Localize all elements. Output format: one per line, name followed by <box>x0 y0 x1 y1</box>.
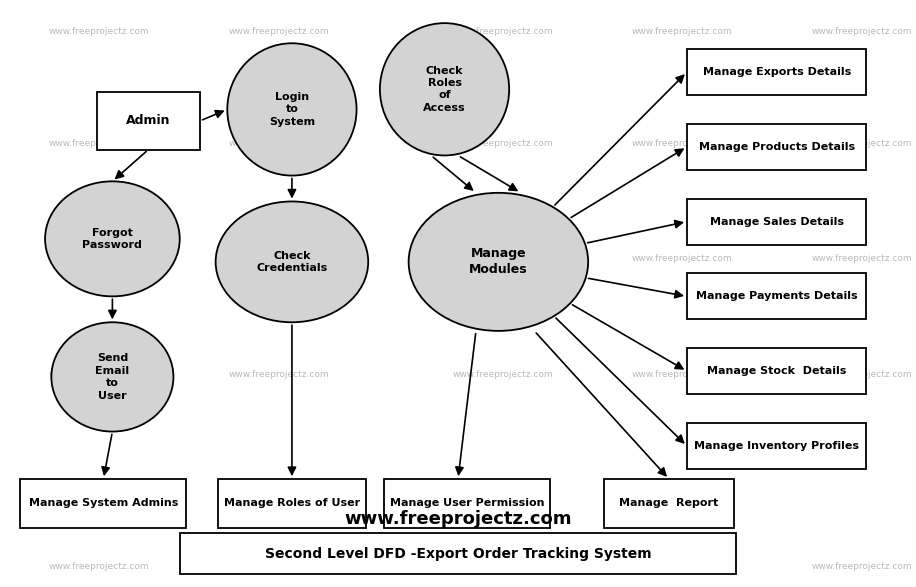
Text: Manage
Modules: Manage Modules <box>469 247 528 276</box>
Ellipse shape <box>227 43 356 176</box>
Text: Second Level DFD -Export Order Tracking System: Second Level DFD -Export Order Tracking … <box>265 546 651 561</box>
Text: www.freeprojectz.com: www.freeprojectz.com <box>49 255 149 264</box>
Text: www.freeprojectz.com: www.freeprojectz.com <box>49 562 149 571</box>
Text: www.freeprojectz.com: www.freeprojectz.com <box>344 510 572 528</box>
Text: www.freeprojectz.com: www.freeprojectz.com <box>49 27 149 36</box>
Ellipse shape <box>51 322 173 431</box>
Text: Forgot
Password: Forgot Password <box>82 228 142 250</box>
FancyBboxPatch shape <box>687 348 867 394</box>
FancyBboxPatch shape <box>687 49 867 95</box>
FancyBboxPatch shape <box>687 423 867 469</box>
Text: www.freeprojectz.com: www.freeprojectz.com <box>453 370 553 379</box>
Text: Admin: Admin <box>126 114 170 127</box>
Text: www.freeprojectz.com: www.freeprojectz.com <box>228 370 329 379</box>
Text: Manage Payments Details: Manage Payments Details <box>696 291 857 301</box>
Text: www.freeprojectz.com: www.freeprojectz.com <box>453 562 553 571</box>
FancyBboxPatch shape <box>218 479 366 528</box>
Text: www.freeprojectz.com: www.freeprojectz.com <box>632 27 733 36</box>
Text: Send
Email
to
User: Send Email to User <box>95 353 129 400</box>
FancyBboxPatch shape <box>20 479 187 528</box>
Text: www.freeprojectz.com: www.freeprojectz.com <box>49 370 149 379</box>
Text: Login
to
System: Login to System <box>269 92 315 127</box>
Text: www.freeprojectz.com: www.freeprojectz.com <box>632 255 733 264</box>
Ellipse shape <box>409 193 588 331</box>
FancyBboxPatch shape <box>604 479 734 528</box>
Text: Manage Products Details: Manage Products Details <box>699 142 855 152</box>
Text: www.freeprojectz.com: www.freeprojectz.com <box>453 27 553 36</box>
Text: www.freeprojectz.com: www.freeprojectz.com <box>812 562 912 571</box>
Text: Manage Inventory Profiles: Manage Inventory Profiles <box>694 441 859 451</box>
Text: www.freeprojectz.com: www.freeprojectz.com <box>453 140 553 149</box>
Text: www.freeprojectz.com: www.freeprojectz.com <box>228 140 329 149</box>
Text: www.freeprojectz.com: www.freeprojectz.com <box>228 562 329 571</box>
Text: Check
Roles
of
Access: Check Roles of Access <box>423 66 466 113</box>
FancyBboxPatch shape <box>97 92 200 150</box>
Text: www.freeprojectz.com: www.freeprojectz.com <box>632 562 733 571</box>
Text: Manage User Permission: Manage User Permission <box>389 498 544 508</box>
Text: www.freeprojectz.com: www.freeprojectz.com <box>228 255 329 264</box>
FancyBboxPatch shape <box>384 479 550 528</box>
Text: www.freeprojectz.com: www.freeprojectz.com <box>812 370 912 379</box>
Text: Manage Stock  Details: Manage Stock Details <box>707 366 846 376</box>
Text: Manage Sales Details: Manage Sales Details <box>710 217 844 227</box>
Text: Manage System Admins: Manage System Admins <box>28 498 178 508</box>
FancyBboxPatch shape <box>687 124 867 170</box>
Text: www.freeprojectz.com: www.freeprojectz.com <box>632 140 733 149</box>
Ellipse shape <box>45 181 180 296</box>
Text: www.freeprojectz.com: www.freeprojectz.com <box>49 140 149 149</box>
FancyBboxPatch shape <box>687 274 867 319</box>
Ellipse shape <box>215 201 368 322</box>
Text: Manage  Report: Manage Report <box>619 498 718 508</box>
Text: www.freeprojectz.com: www.freeprojectz.com <box>812 140 912 149</box>
Text: www.freeprojectz.com: www.freeprojectz.com <box>632 370 733 379</box>
Text: Manage Roles of User: Manage Roles of User <box>224 498 360 508</box>
Ellipse shape <box>380 23 509 156</box>
FancyBboxPatch shape <box>180 533 736 574</box>
Text: Manage Exports Details: Manage Exports Details <box>703 67 851 77</box>
FancyBboxPatch shape <box>687 198 867 245</box>
Text: www.freeprojectz.com: www.freeprojectz.com <box>228 27 329 36</box>
Text: www.freeprojectz.com: www.freeprojectz.com <box>812 27 912 36</box>
Text: Check
Credentials: Check Credentials <box>256 251 328 273</box>
Text: www.freeprojectz.com: www.freeprojectz.com <box>812 255 912 264</box>
Text: www.freeprojectz.com: www.freeprojectz.com <box>453 255 553 264</box>
